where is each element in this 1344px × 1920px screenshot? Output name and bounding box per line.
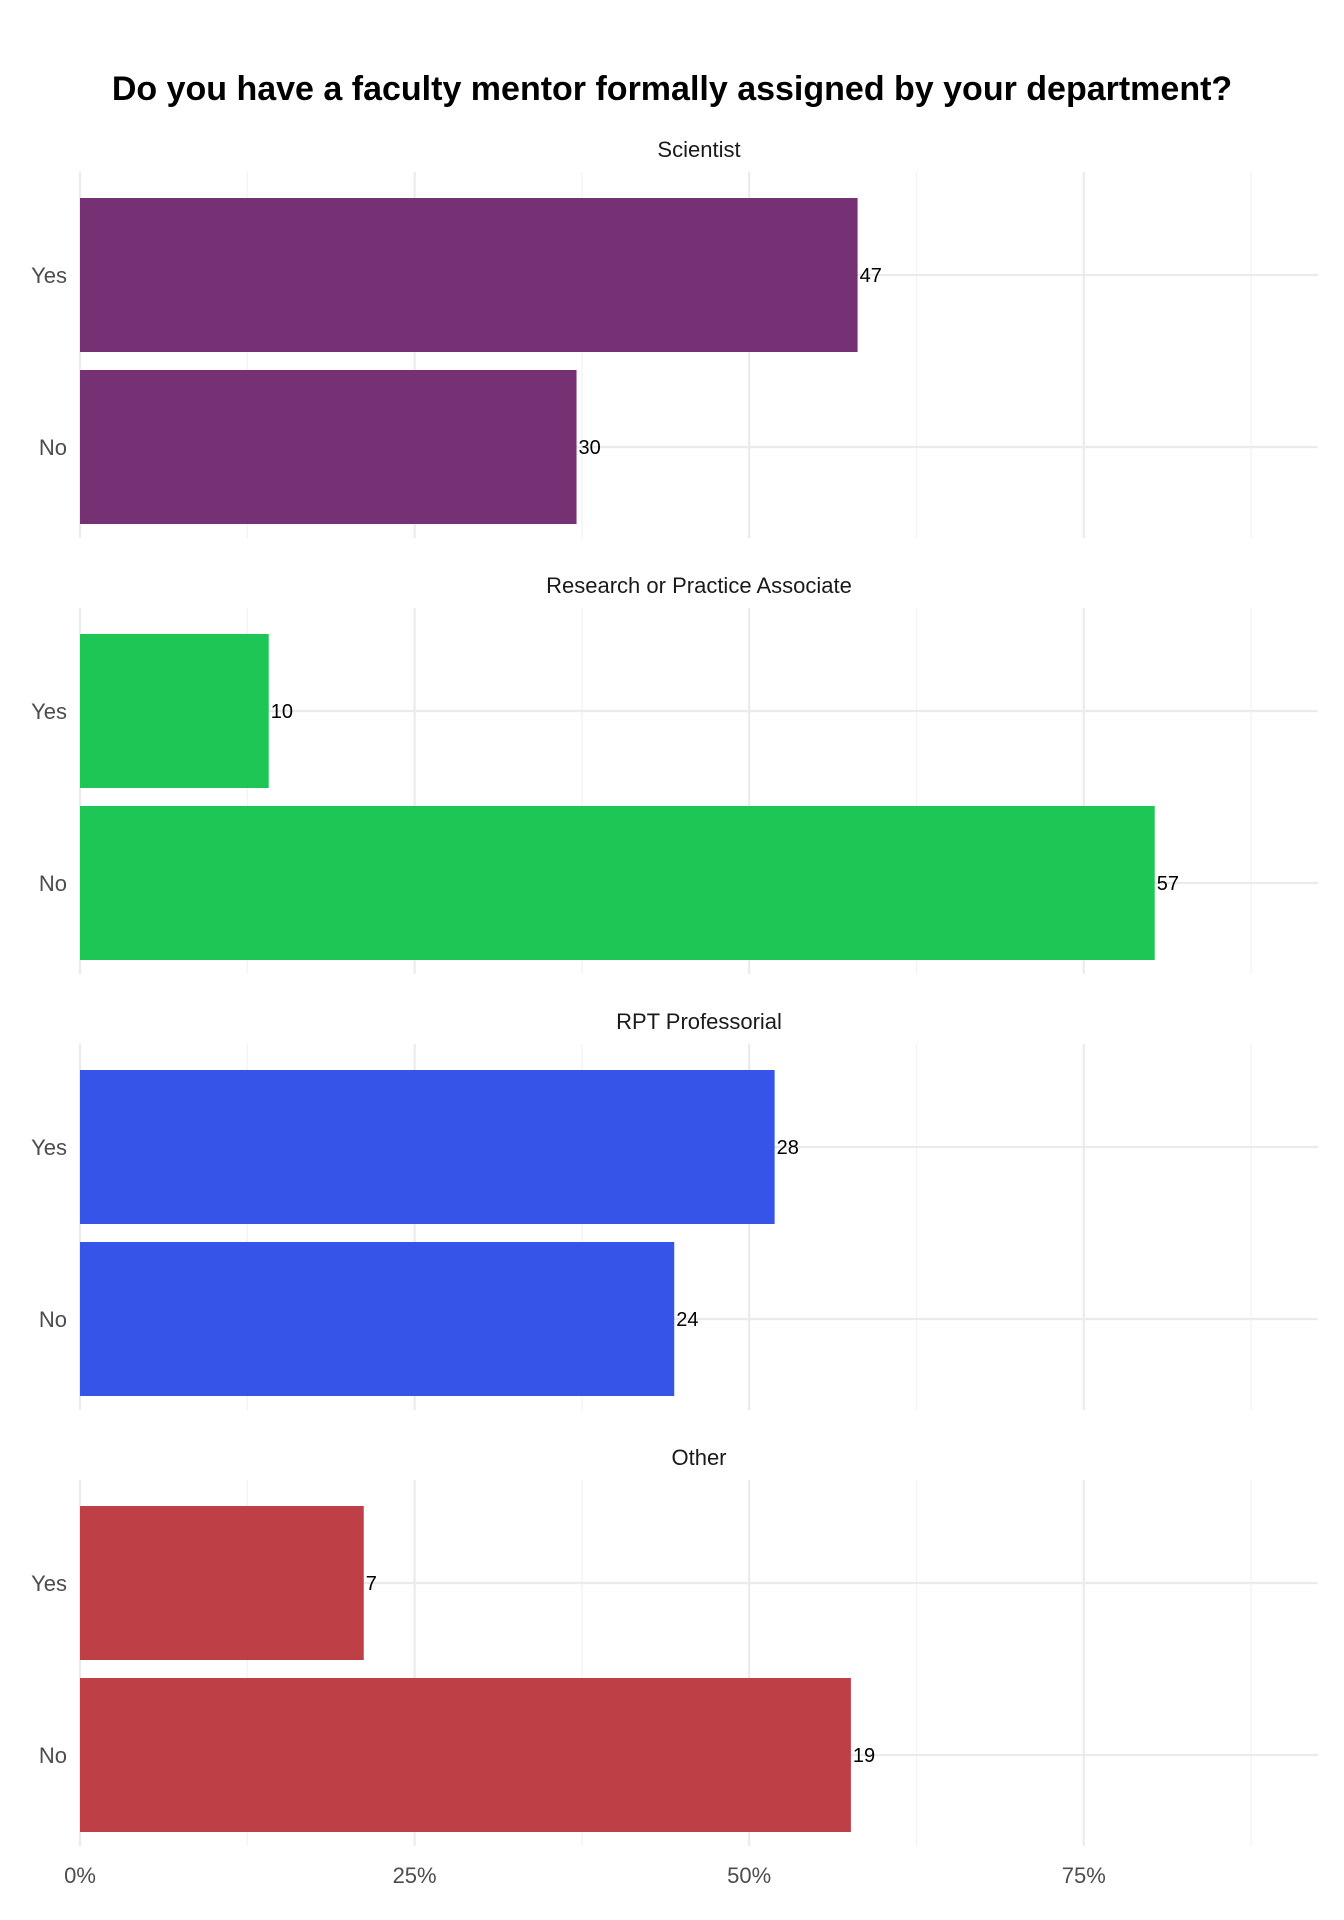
category-label: No [39,1307,67,1332]
x-tick-label: 0% [64,1863,96,1888]
category-label: No [39,871,67,896]
category-label: No [39,435,67,460]
bar-yes [80,1070,775,1224]
bar-no [80,1242,675,1396]
bar-yes [80,198,858,352]
facet-panel: Scientist 47 Yes 30 No [31,137,1318,538]
category-label: Yes [31,1135,67,1160]
data-label: 28 [777,1137,799,1159]
data-label: 47 [860,265,882,287]
x-tick-label: 25% [393,1863,437,1888]
data-label: 57 [1157,873,1179,895]
panel-title: Scientist [657,137,740,162]
category-label: Yes [31,699,67,724]
panel-title: RPT Professorial [616,1009,782,1034]
x-tick-label: 75% [1062,1863,1106,1888]
category-label: Yes [31,1571,67,1596]
data-label: 24 [676,1309,698,1331]
x-tick-label: 50% [727,1863,771,1888]
facet-panel: Other 7 Yes 19 No [31,1445,1318,1846]
facet-panel: Research or Practice Associate 10 Yes 57 No [31,573,1318,974]
bar-no [80,370,577,524]
bar-yes [80,634,269,788]
data-label: 10 [271,701,293,723]
category-label: No [39,1743,67,1768]
bar-no [80,806,1155,960]
category-label: Yes [31,263,67,288]
bar-no [80,1678,851,1832]
panel-title: Research or Practice Associate [546,573,852,598]
bar-yes [80,1506,364,1660]
data-label: 19 [853,1745,875,1767]
facet-panel: RPT Professorial 28 Yes 24 No [31,1009,1318,1410]
chart-title: Do you have a faculty mentor formally as… [111,70,1233,108]
data-label: 30 [579,437,601,459]
panel-title: Other [671,1445,726,1470]
data-label: 7 [366,1573,377,1595]
